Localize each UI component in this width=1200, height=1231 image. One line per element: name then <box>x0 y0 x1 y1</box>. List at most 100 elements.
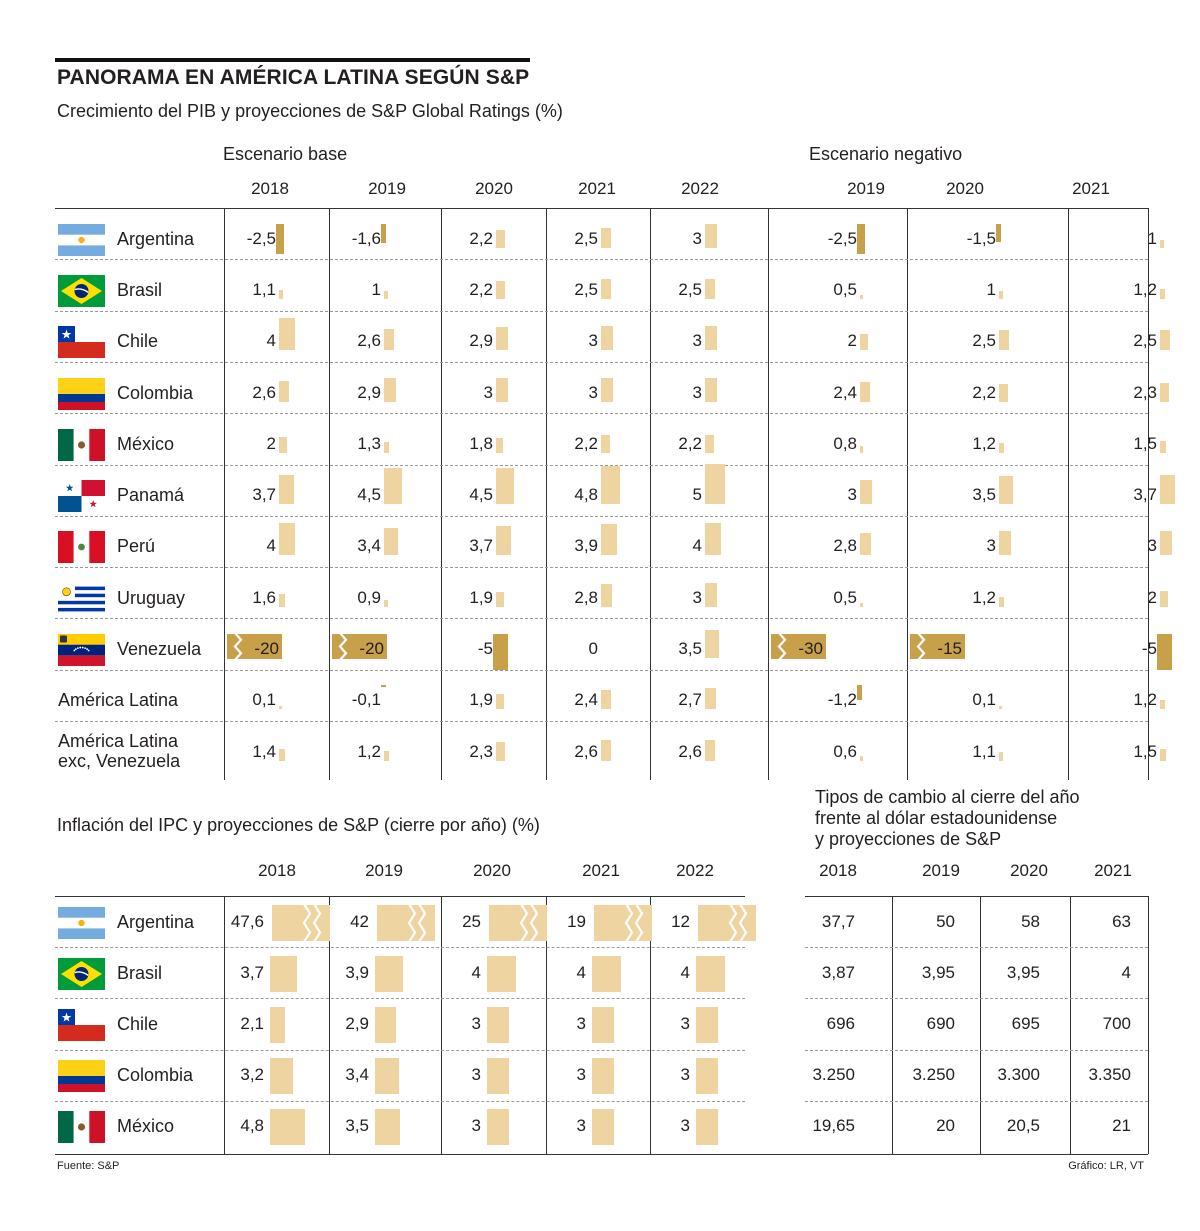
year-header: 2019 <box>922 861 960 880</box>
gdp-value: 2,5 <box>574 228 598 248</box>
row-divider <box>805 1049 1148 1051</box>
inflation-bar <box>272 903 330 942</box>
inflation-value: 3 <box>680 1014 690 1033</box>
gdp-value: -2,5 <box>246 228 276 248</box>
gdp-bar <box>999 330 1009 351</box>
gdp-value: 3,9 <box>574 536 598 556</box>
gdp-value: 0,1 <box>252 690 276 710</box>
inflation-bar <box>377 903 435 942</box>
gdp-bar <box>857 685 862 700</box>
gdp-bar <box>860 334 868 351</box>
gdp-bar <box>1160 383 1170 402</box>
gdp-bar <box>279 593 286 607</box>
year-header: 2019 <box>368 179 406 198</box>
column-divider <box>892 896 893 1154</box>
flag-brasil-icon <box>58 274 105 307</box>
gdp-value: 2,5 <box>678 279 702 299</box>
inflation-bar <box>698 903 756 942</box>
flag-brasil-icon <box>58 957 105 990</box>
inflation-value: 3 <box>471 1014 481 1033</box>
gdp-bar <box>384 290 388 299</box>
row-divider <box>805 947 1148 949</box>
fx-value: 690 <box>926 1014 955 1033</box>
gdp-bar <box>279 749 285 761</box>
gdp-value: 0,9 <box>357 587 381 607</box>
gdp-bar <box>384 751 389 761</box>
gdp-value: -30 <box>798 639 823 659</box>
gdp-value: 1,9 <box>469 690 493 710</box>
gdp-value: 2,9 <box>357 382 381 402</box>
column-divider <box>329 896 330 1154</box>
gdp-bar <box>279 290 284 299</box>
gdp-value: 1,2 <box>1133 690 1157 710</box>
flag-uruguay-icon <box>58 582 105 615</box>
column-divider <box>907 208 908 781</box>
year-header: 2019 <box>847 179 885 198</box>
gdp-bar <box>601 278 611 299</box>
flag-venezuela-icon <box>58 634 105 667</box>
country-label: Colombia <box>117 1065 194 1086</box>
gdp-bar <box>384 468 402 505</box>
column-divider <box>224 208 225 781</box>
gdp-value: 2,2 <box>469 279 493 299</box>
fx-value: 63 <box>1112 911 1131 931</box>
gdp-bar <box>910 633 965 661</box>
gdp-bar <box>279 523 295 556</box>
gdp-value: 1 <box>986 279 996 299</box>
gdp-bar <box>860 382 870 402</box>
fx-value: 19,65 <box>812 1116 855 1136</box>
gdp-value: -1,6 <box>351 228 381 248</box>
gdp-subtitle: Crecimiento del PIB y proyecciones de S&… <box>57 101 563 121</box>
inflation-value: 4 <box>680 962 690 982</box>
gdp-value: 0,1 <box>972 690 996 710</box>
gdp-value: 2,9 <box>469 331 493 351</box>
row-divider <box>55 618 1148 620</box>
gdp-bar <box>1160 531 1172 556</box>
gdp-value: 3 <box>588 331 598 351</box>
gdp-bar <box>279 706 282 710</box>
gdp-value: 3,7 <box>469 536 493 556</box>
inflation-value: 3,9 <box>345 962 369 982</box>
inflation-value: 12 <box>671 911 690 931</box>
row-divider <box>55 669 1148 671</box>
inflation-value: 3 <box>576 1065 586 1085</box>
inflation-value: 3,5 <box>345 1116 369 1136</box>
inflation-bar <box>375 1007 396 1043</box>
column-divider <box>546 208 547 781</box>
row-divider <box>55 567 1148 569</box>
gdp-bar <box>384 442 390 453</box>
gdp-bar <box>860 602 863 607</box>
gdp-bar <box>705 687 716 710</box>
inflation-title: Inflación del IPC y proyecciones de S&P … <box>57 815 540 835</box>
column-divider <box>650 896 651 1154</box>
gdp-value: 3,5 <box>678 639 702 659</box>
gdp-value: 3 <box>986 536 996 556</box>
gdp-bar <box>860 446 864 453</box>
gdp-value: 1,8 <box>469 433 493 453</box>
gdp-value: 1 <box>371 279 381 299</box>
gdp-value: 2,4 <box>833 382 857 402</box>
inflation-value: 42 <box>350 911 369 931</box>
row-divider <box>805 1100 1148 1102</box>
gdp-bar <box>999 476 1013 505</box>
row-divider <box>55 515 1148 517</box>
gdp-bar <box>496 327 508 351</box>
column-divider <box>768 208 769 781</box>
gdp-bar <box>705 377 717 402</box>
gdp-value: 2,8 <box>833 536 857 556</box>
gdp-bar <box>601 690 611 710</box>
gdp-bar <box>384 528 398 556</box>
country-label: Venezuela <box>117 639 202 660</box>
row-divider <box>55 998 745 1000</box>
gdp-bar <box>1160 748 1166 761</box>
fx-value: 3.350 <box>1088 1065 1131 1085</box>
gdp-bar <box>999 706 1002 710</box>
row-divider <box>55 947 745 949</box>
gdp-value: 1,2 <box>1133 279 1157 299</box>
gdp-value: 2,5 <box>574 279 598 299</box>
gdp-bar <box>705 630 719 659</box>
gdp-bar <box>860 294 863 299</box>
column-divider <box>1068 208 1069 781</box>
inflation-value: 4 <box>576 962 586 982</box>
row-divider <box>55 361 1148 363</box>
